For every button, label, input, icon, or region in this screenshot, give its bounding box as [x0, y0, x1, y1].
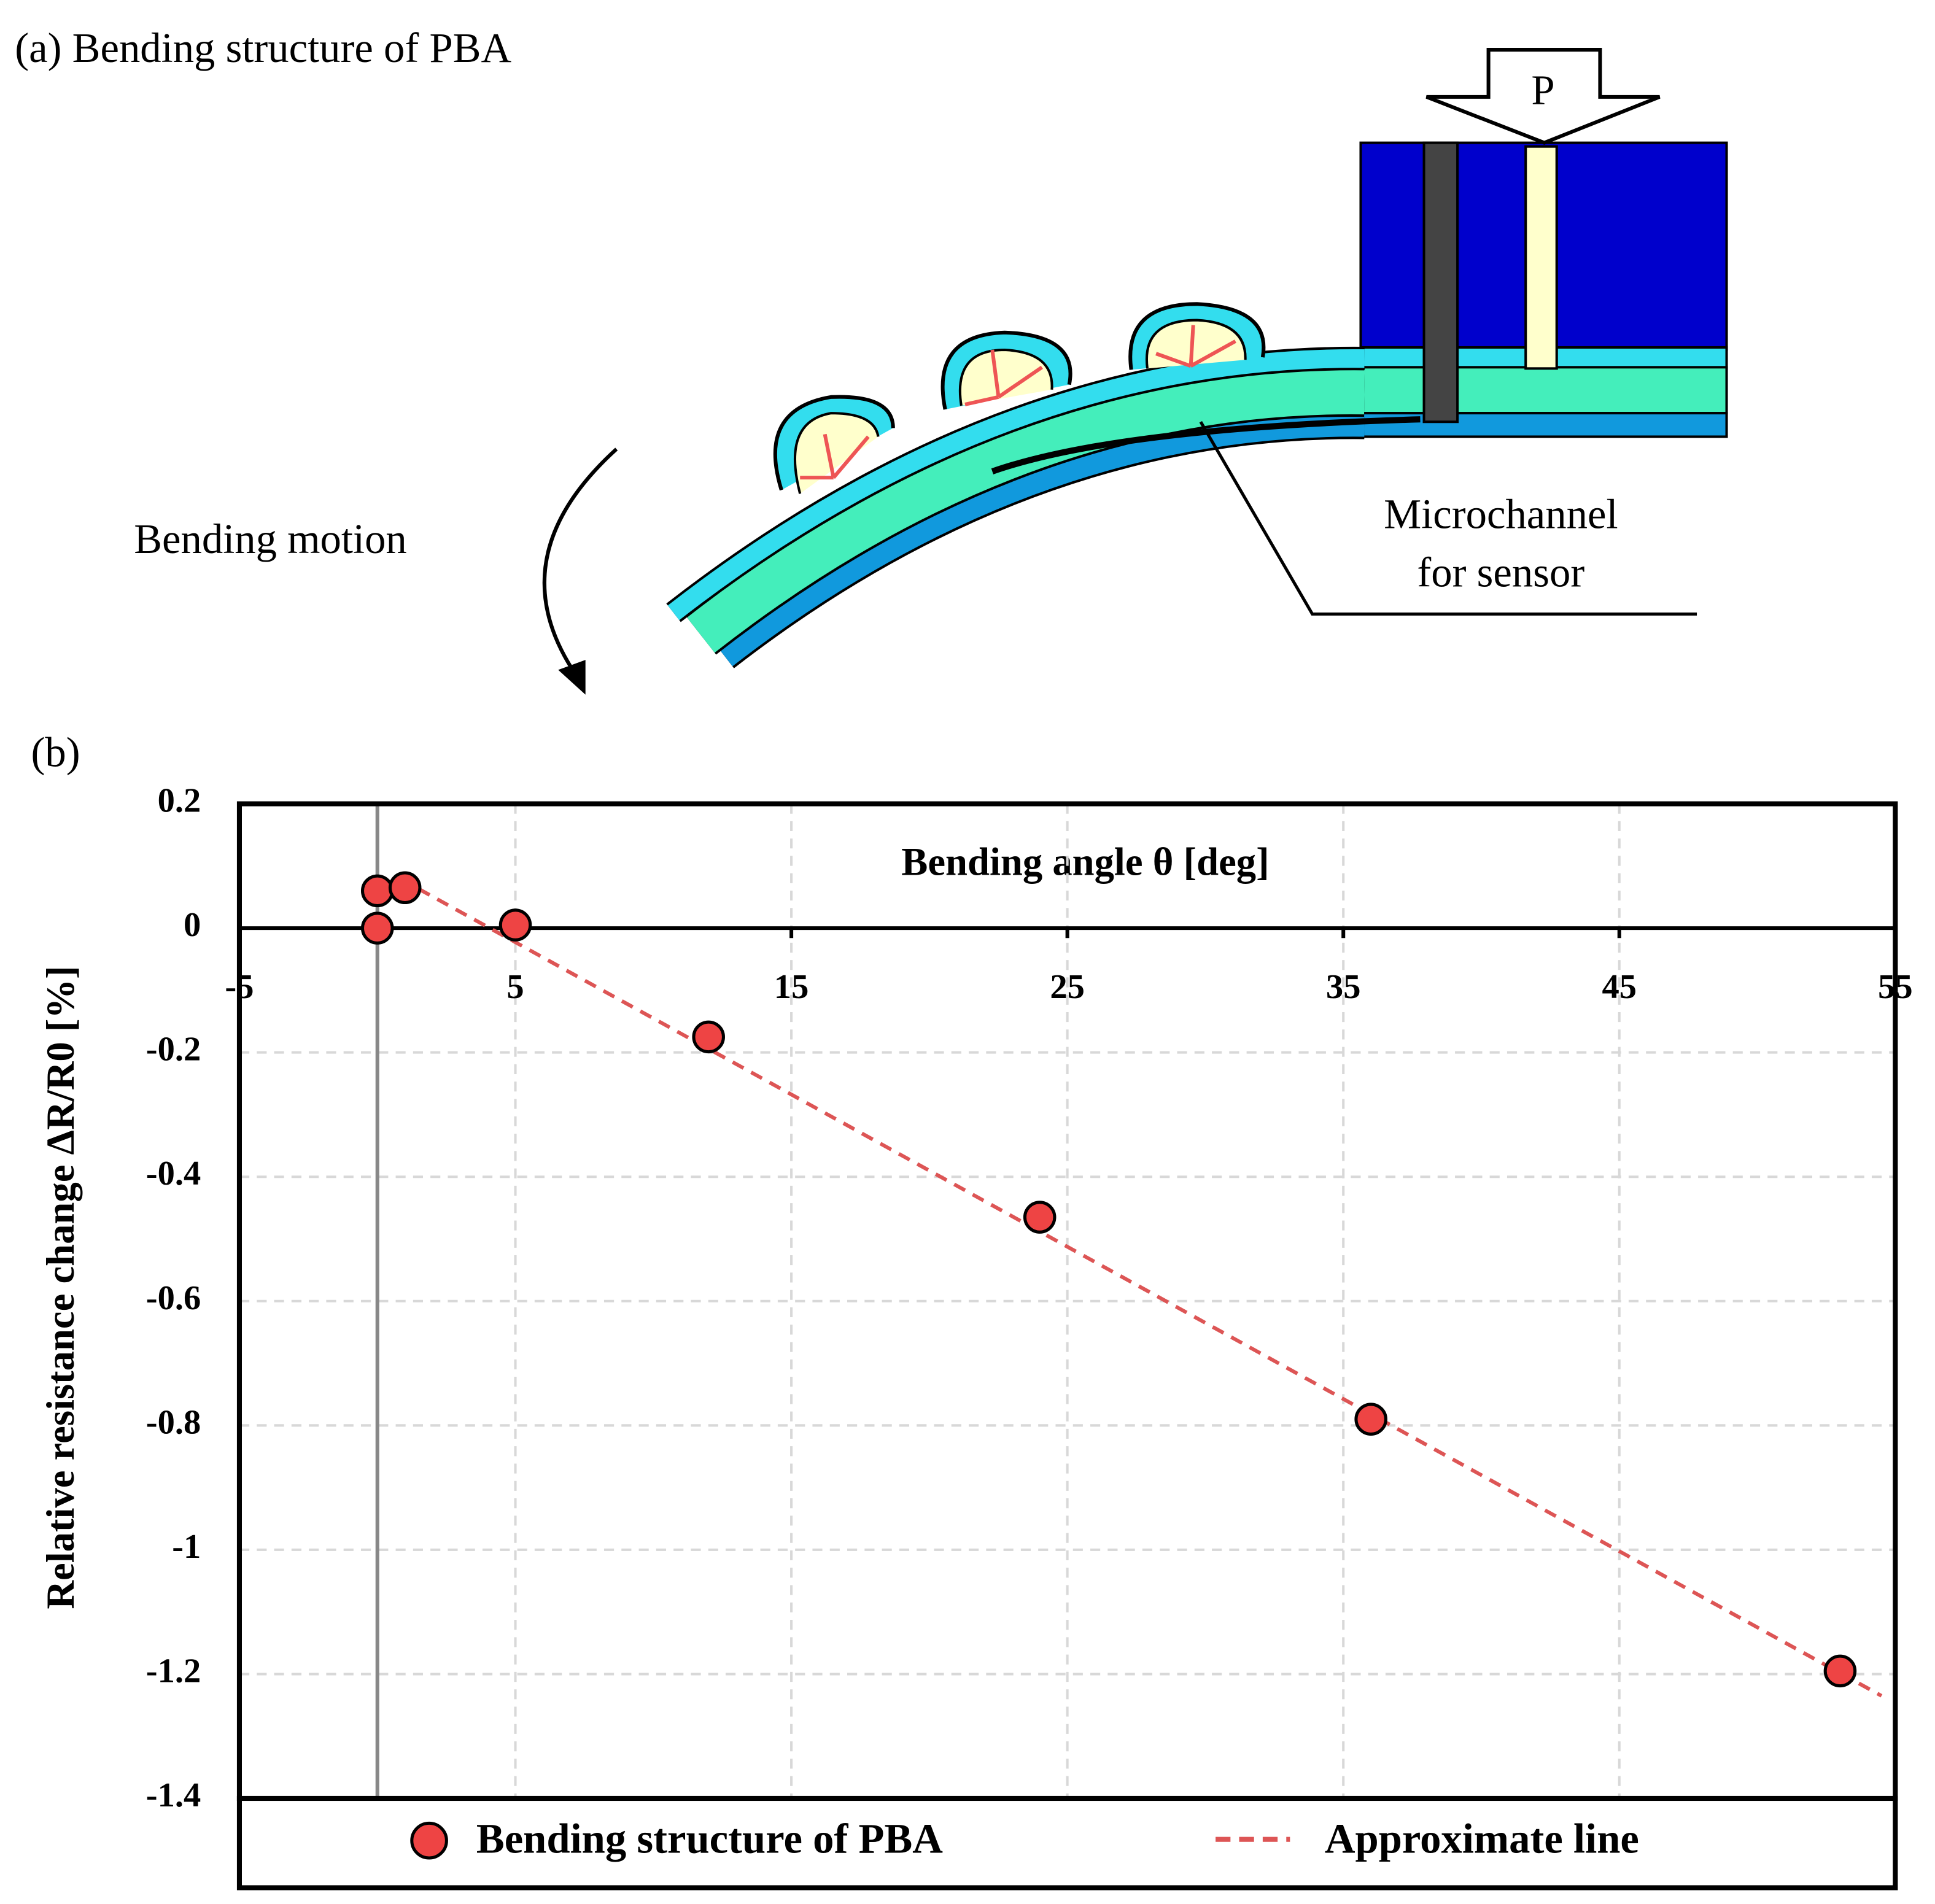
pressure-label: P: [1531, 67, 1554, 114]
data-point: [1823, 1654, 1857, 1688]
y-tick-label: 0.2: [158, 782, 201, 820]
air-pipe: [1524, 145, 1558, 370]
panel-b-label: (b): [31, 729, 80, 776]
motion-label: Bending motion: [134, 516, 407, 562]
legend-marker: [410, 1821, 448, 1860]
legend-label: Bending structure of PBA: [476, 1816, 943, 1862]
x-axis-label: Bending angle θ [deg]: [901, 839, 1269, 883]
x-tick-label: 25: [1050, 968, 1085, 1006]
y-tick-label: -1.4: [146, 1776, 201, 1814]
bending-arrowhead: [558, 660, 586, 695]
bending-arrow: [542, 447, 618, 678]
legend-label: Approximate line: [1325, 1816, 1639, 1862]
microchannel-label: Microchannel: [1384, 491, 1618, 538]
y-axis-label: Relative resistance change ΔR/R0 [%]: [38, 966, 82, 1609]
y-tick-label: 0: [184, 906, 201, 944]
fit-line: [417, 887, 1883, 1698]
middle-layer-curve: [687, 370, 1365, 653]
data-point: [360, 911, 394, 945]
actuator-diagram: P: [542, 48, 1728, 695]
data-point: [388, 871, 422, 905]
leader-line: [1199, 420, 1697, 616]
microchannel-label: for sensor: [1417, 549, 1584, 596]
x-tick-label: 45: [1602, 968, 1637, 1006]
legend-box: [236, 1795, 1898, 1890]
sensor-channel: [991, 416, 1421, 474]
data-point: [1023, 1201, 1057, 1234]
sensor-port: [1422, 141, 1459, 424]
data-point: [1354, 1403, 1387, 1436]
x-tick-label: 35: [1326, 968, 1361, 1006]
chambers: [773, 302, 1266, 494]
data-point: [360, 874, 394, 908]
y-tick-label: -1.2: [146, 1652, 201, 1690]
y-tick-label: -0.2: [146, 1031, 201, 1069]
data-point: [498, 908, 532, 942]
x-tick-label: 15: [774, 968, 809, 1006]
panel-a-label: (a) Bending structure of PBA: [15, 25, 511, 71]
middle-layer: [1359, 366, 1728, 415]
bottom-layer: [1359, 412, 1728, 438]
y-tick-label: -0.6: [146, 1279, 201, 1317]
data-point: [692, 1020, 725, 1054]
x-tick-label: 5: [506, 968, 524, 1006]
y-tick-label: -0.8: [146, 1403, 201, 1441]
top-layer-curve: [667, 349, 1365, 621]
y-tick-label: -1: [172, 1528, 201, 1566]
pressure-arrow: [1425, 48, 1661, 145]
y-tick-label: -0.4: [146, 1155, 201, 1193]
